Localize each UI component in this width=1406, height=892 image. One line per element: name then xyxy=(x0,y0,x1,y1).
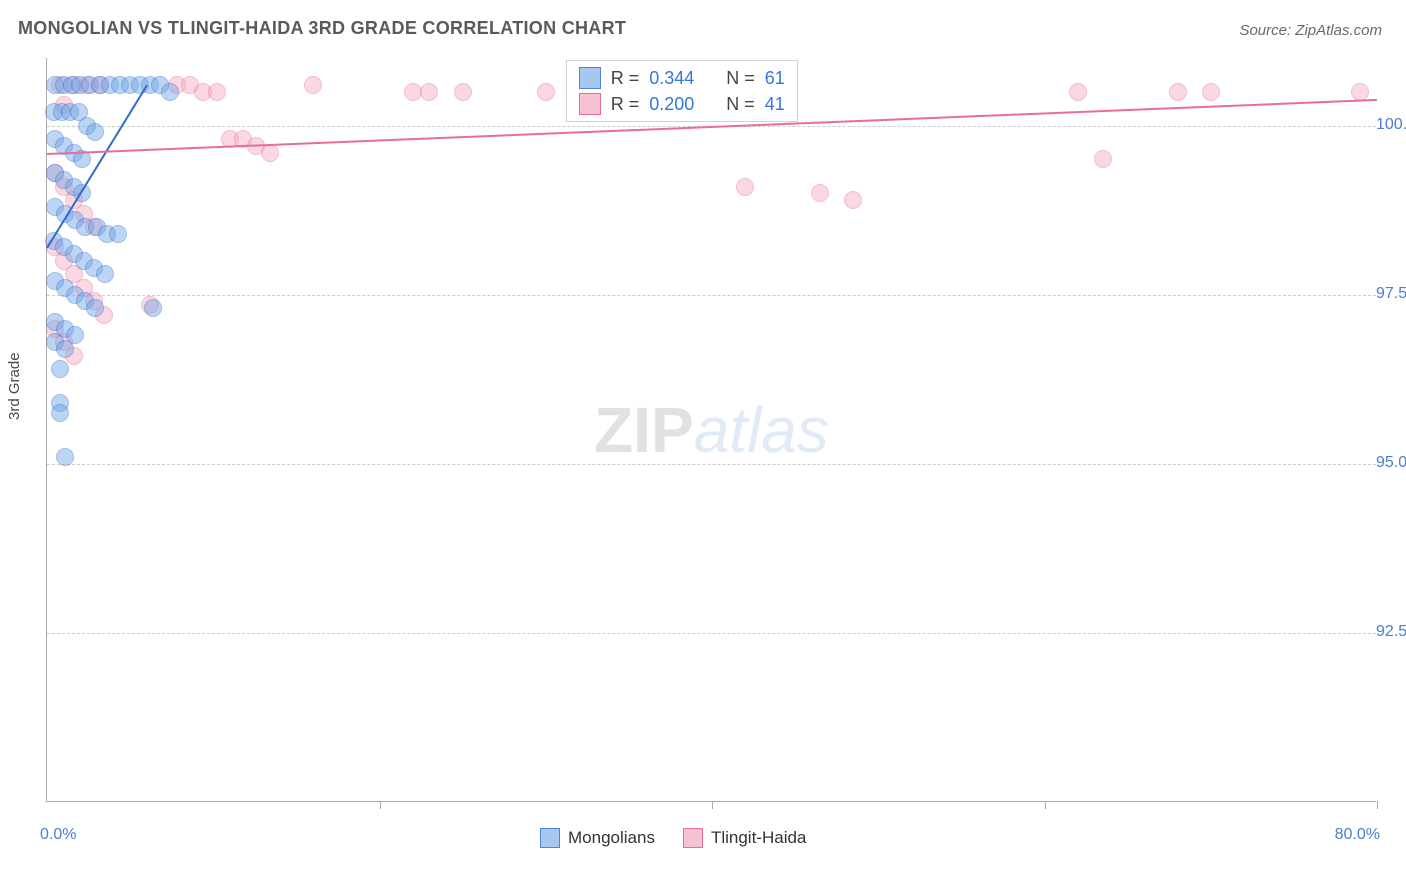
stat-n-label: N = xyxy=(726,94,755,115)
x-tick xyxy=(380,801,381,809)
data-point xyxy=(96,265,114,283)
data-point xyxy=(1351,83,1369,101)
stat-n-value: 41 xyxy=(765,94,785,115)
data-point xyxy=(304,76,322,94)
stat-r-label: R = xyxy=(611,94,640,115)
data-point xyxy=(208,83,226,101)
data-point xyxy=(86,299,104,317)
data-point xyxy=(844,191,862,209)
stat-row: R = 0.200 N = 41 xyxy=(579,93,785,115)
watermark: ZIPatlas xyxy=(594,393,829,467)
data-point xyxy=(56,340,74,358)
data-point xyxy=(51,404,69,422)
y-axis-label: 3rd Grade xyxy=(6,352,23,420)
watermark-zip: ZIP xyxy=(594,394,694,466)
plot-area: ZIPatlas 92.5%95.0%97.5%100.0%R =0.344N … xyxy=(46,58,1376,802)
watermark-atlas: atlas xyxy=(694,394,829,466)
x-tick-label-min: 0.0% xyxy=(40,826,76,844)
legend: Mongolians Tlingit-Haida xyxy=(540,828,806,848)
chart-title: MONGOLIAN VS TLINGIT-HAIDA 3RD GRADE COR… xyxy=(18,18,626,39)
y-tick-label: 97.5% xyxy=(1368,285,1406,303)
stat-n-value: 61 xyxy=(765,68,785,89)
data-point xyxy=(1169,83,1187,101)
data-point xyxy=(51,360,69,378)
legend-label: Tlingit-Haida xyxy=(711,828,806,848)
stat-r-value: 0.200 xyxy=(649,94,694,115)
stat-box: R = 0.344 N = 61 R = 0.200 N = 41 xyxy=(566,60,798,122)
y-tick-label: 100.0% xyxy=(1368,116,1406,134)
data-point xyxy=(144,299,162,317)
stat-row: R = 0.344 N = 61 xyxy=(579,67,785,89)
legend-swatch xyxy=(683,828,703,848)
x-tick-label-max: 80.0% xyxy=(1335,826,1380,844)
y-tick-label: 92.5% xyxy=(1368,623,1406,641)
data-point xyxy=(1094,150,1112,168)
stat-swatch xyxy=(579,67,601,89)
gridline xyxy=(47,633,1376,634)
x-tick xyxy=(1045,801,1046,809)
data-point xyxy=(86,123,104,141)
data-point xyxy=(454,83,472,101)
data-point xyxy=(736,178,754,196)
data-point xyxy=(811,184,829,202)
stat-swatch xyxy=(579,93,601,115)
data-point xyxy=(537,83,555,101)
x-tick xyxy=(712,801,713,809)
stat-n-label: N = xyxy=(726,68,755,89)
data-point xyxy=(261,144,279,162)
source-credit: Source: ZipAtlas.com xyxy=(1239,22,1382,39)
stat-r-label: R = xyxy=(611,68,640,89)
data-point xyxy=(1202,83,1220,101)
data-point xyxy=(420,83,438,101)
legend-swatch xyxy=(540,828,560,848)
data-point xyxy=(1069,83,1087,101)
gridline xyxy=(47,464,1376,465)
legend-item: Mongolians xyxy=(540,828,655,848)
data-point xyxy=(161,83,179,101)
data-point xyxy=(404,83,422,101)
legend-label: Mongolians xyxy=(568,828,655,848)
chart-container: MONGOLIAN VS TLINGIT-HAIDA 3RD GRADE COR… xyxy=(0,0,1406,892)
legend-item: Tlingit-Haida xyxy=(683,828,806,848)
data-point xyxy=(109,225,127,243)
data-point xyxy=(56,448,74,466)
gridline xyxy=(47,295,1376,296)
stat-r-value: 0.344 xyxy=(649,68,694,89)
y-tick-label: 95.0% xyxy=(1368,454,1406,472)
x-tick xyxy=(1377,801,1378,809)
